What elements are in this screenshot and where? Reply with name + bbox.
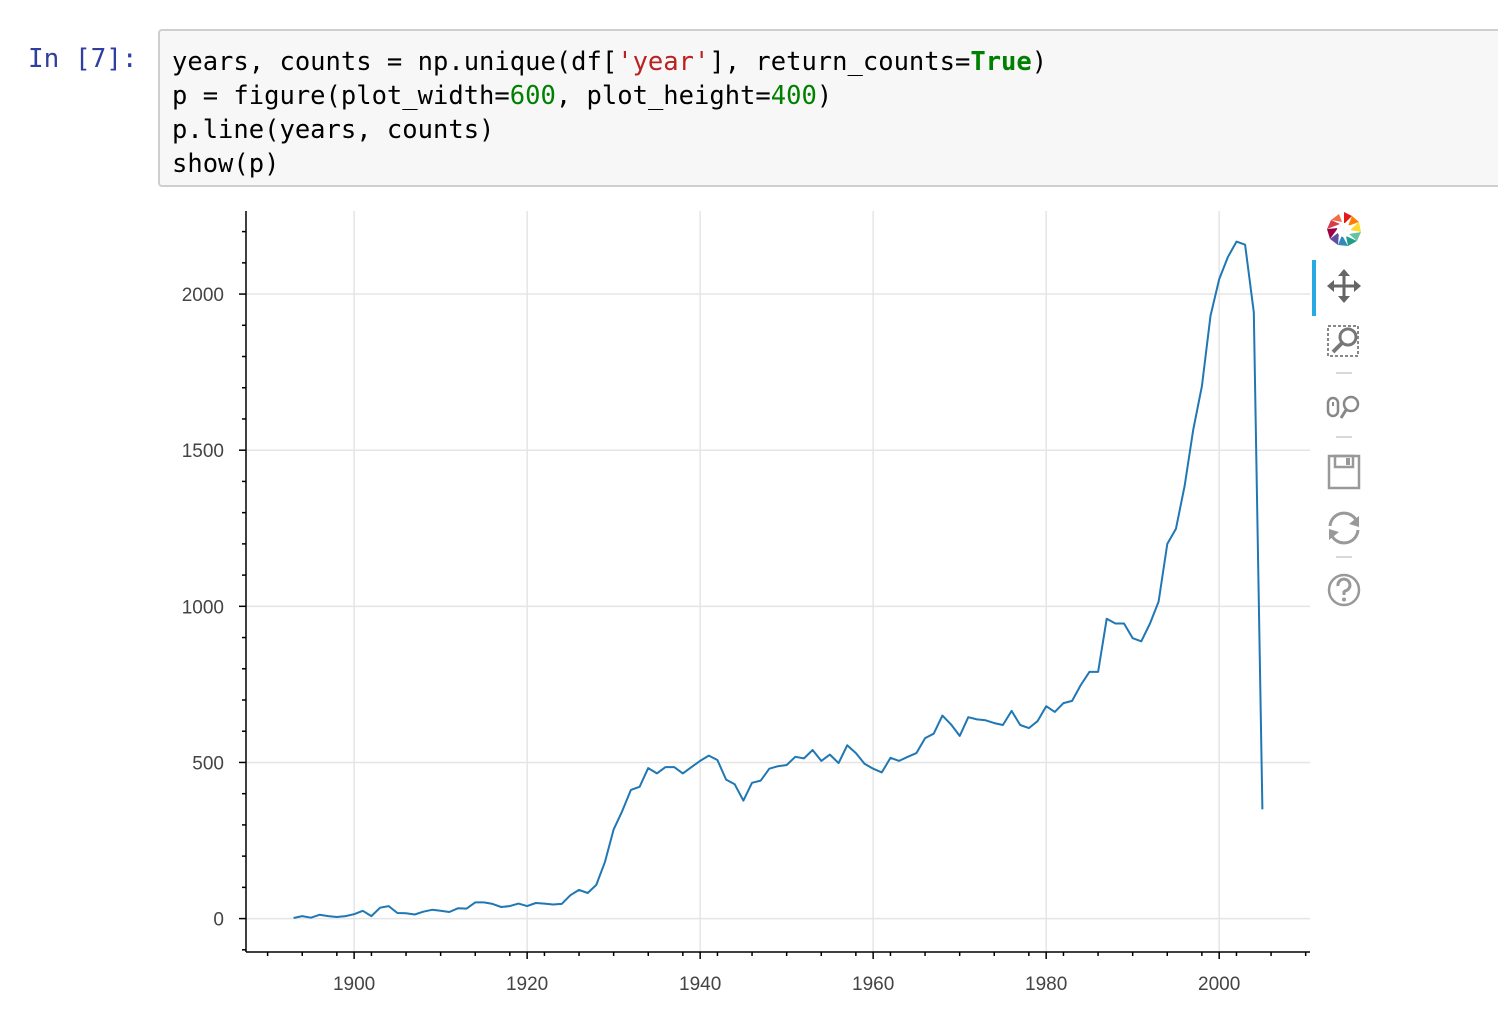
code-token: p = figure(plot_width= (172, 81, 510, 111)
active-tool-indicator (1312, 260, 1316, 316)
save-tool-icon[interactable] (1324, 452, 1364, 492)
code-token: 'year' (617, 47, 710, 77)
x-tick-label: 2000 (1198, 974, 1240, 995)
code-token: ) (1031, 47, 1048, 77)
box-zoom-tool-icon[interactable] (1324, 322, 1364, 362)
code-token: 600 (509, 81, 556, 111)
y-tick-label: 0 (213, 910, 224, 931)
input-prompt: In [7]: (28, 44, 138, 74)
reset-tool-icon[interactable] (1324, 508, 1364, 548)
code-token: ], return_counts= (709, 47, 971, 77)
toolbar-separator (1336, 556, 1352, 558)
x-tick-label: 1960 (852, 974, 894, 995)
code-line: p.line(years, counts) (172, 113, 1047, 147)
bokeh-logo-icon[interactable] (1324, 210, 1364, 250)
code-token: 400 (770, 81, 817, 111)
wheel-zoom-tool-icon[interactable] (1324, 388, 1364, 428)
code-cell-input[interactable]: years, counts = np.unique(df['year'], re… (158, 29, 1498, 187)
help-tool-icon[interactable] (1324, 570, 1364, 610)
x-tick-label: 1900 (333, 974, 375, 995)
x-tick-label: 1980 (1025, 974, 1067, 995)
toolbar-separator (1336, 372, 1352, 374)
code-editor[interactable]: years, counts = np.unique(df['year'], re… (172, 45, 1047, 181)
y-tick-label: 1000 (182, 597, 224, 618)
pan-tool-icon[interactable] (1324, 266, 1364, 306)
y-tick-label: 2000 (182, 285, 224, 306)
x-tick-label: 1920 (506, 974, 548, 995)
code-token: years, counts = np.unique(df[ (172, 47, 618, 77)
x-tick-label: 1940 (679, 974, 721, 995)
y-tick-label: 500 (192, 753, 224, 774)
code-token: True (970, 47, 1032, 77)
data-series-line (293, 240, 1264, 919)
y-tick-label: 1500 (182, 441, 224, 462)
code-token: show(p) (172, 149, 280, 179)
code-token: , plot_height= (555, 81, 771, 111)
code-token: ) (816, 81, 833, 111)
code-token: p.line(years, counts) (172, 115, 495, 145)
toolbar-separator (1336, 436, 1352, 438)
plot-toolbar (1312, 206, 1376, 626)
code-line: p = figure(plot_width=600, plot_height=4… (172, 79, 1047, 113)
grid-lines (246, 211, 1310, 952)
axes: 1900 1920 1940 1960 1980 2000 0 500 1000 1500 2000 (182, 211, 1310, 995)
code-line: years, counts = np.unique(df['year'], re… (172, 45, 1047, 79)
line-layer (293, 240, 1264, 919)
code-line: show(p) (172, 147, 1047, 181)
line-plot[interactable]: 1900 1920 1940 1960 1980 2000 0 500 1000 1500 2000 (0, 0, 1312, 1022)
